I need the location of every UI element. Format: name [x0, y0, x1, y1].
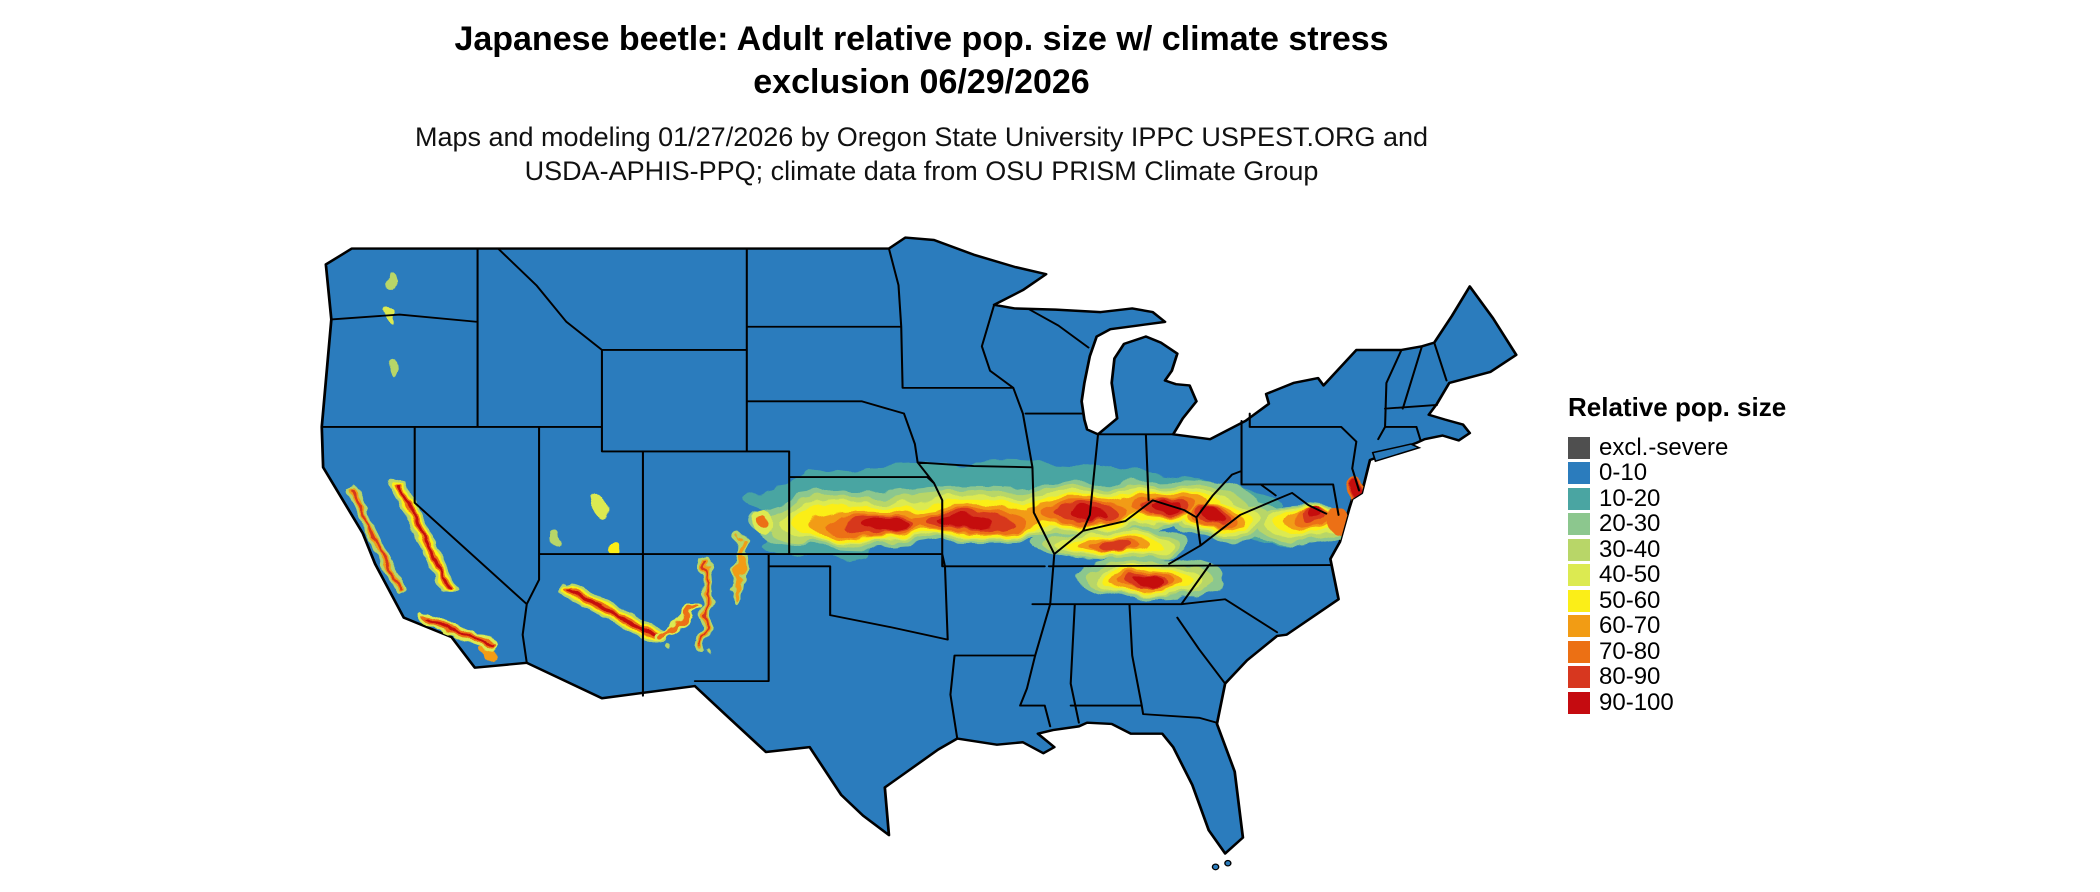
map-subtitle-line2: USDA-APHIS-PPQ; climate data from OSU PR…: [524, 156, 1319, 186]
map-title-line1: Japanese beetle: Adult relative pop. siz…: [454, 20, 1389, 58]
legend-swatch: [1568, 436, 1590, 459]
heat-band: [386, 275, 1365, 660]
legend-label: 10-20: [1599, 484, 1661, 512]
us-map: [320, 236, 1518, 871]
legend-label: 90-100: [1599, 688, 1674, 716]
legend-label: 80-90: [1599, 663, 1661, 691]
legend-item: 60-70: [1568, 612, 1786, 640]
long-island: [1371, 443, 1422, 463]
legend-item: 70-80: [1568, 637, 1786, 665]
legend-swatch: [1568, 513, 1590, 536]
header: Japanese beetle: Adult relative pop. siz…: [0, 18, 1843, 188]
map-subtitle: Maps and modeling 01/27/2026 by Oregon S…: [0, 120, 1843, 188]
legend-swatch: [1568, 462, 1590, 485]
legend-swatch: [1568, 640, 1590, 663]
legend-item: 90-100: [1568, 688, 1786, 716]
legend-swatch: [1568, 589, 1590, 612]
legend-label: 70-80: [1599, 637, 1661, 665]
legend-label: 0-10: [1599, 459, 1648, 487]
legend: Relative pop. size excl.-severe 0-10 10-20…: [1568, 392, 1786, 716]
legend-title: Relative pop. size: [1568, 392, 1787, 422]
map-title-line2: exclusion 06/29/2026: [753, 63, 1090, 101]
legend-item: 40-50: [1568, 561, 1786, 589]
map-subtitle-line1: Maps and modeling 01/27/2026 by Oregon S…: [414, 122, 1429, 152]
legend-item: 10-20: [1568, 484, 1786, 512]
legend-item: 30-40: [1568, 535, 1786, 563]
state-borders: [320, 247, 1448, 740]
legend-item: 0-10: [1568, 459, 1786, 487]
legend-swatch: [1568, 487, 1590, 510]
heat-west-ridges: [347, 477, 747, 653]
legend-item: 50-60: [1568, 586, 1786, 614]
legend-swatch: [1568, 538, 1590, 561]
legend-item: 80-90: [1568, 663, 1786, 691]
legend-swatch: [1568, 666, 1590, 689]
legend-item: excl.-severe: [1568, 433, 1786, 461]
us-outline: [320, 236, 1518, 855]
legend-items: excl.-severe 0-10 10-20 20-30 30-40 40-50 50-6…: [1568, 433, 1786, 716]
legend-label: 50-60: [1599, 586, 1661, 614]
florida-keys: [1211, 859, 1232, 871]
legend-swatch: [1568, 615, 1590, 638]
legend-label: 40-50: [1599, 561, 1661, 589]
legend-label: 60-70: [1599, 612, 1661, 640]
legend-swatch: [1568, 691, 1590, 714]
legend-label: 30-40: [1599, 535, 1661, 563]
legend-swatch: [1568, 564, 1590, 587]
legend-label: excl.-severe: [1599, 433, 1729, 461]
legend-label: 20-30: [1599, 510, 1661, 538]
us-map-canvas: [304, 218, 1534, 884]
legend-item: 20-30: [1568, 510, 1786, 538]
